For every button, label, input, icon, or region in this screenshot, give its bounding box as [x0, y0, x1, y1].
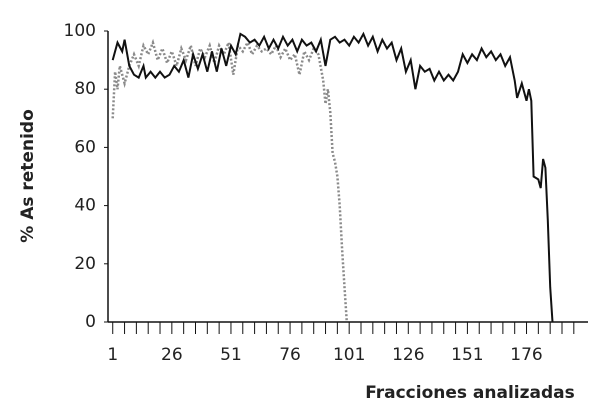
y-tick-label: 20: [74, 254, 96, 274]
x-tick-label: 1: [107, 345, 118, 365]
y-tick-label: 0: [85, 312, 96, 332]
y-tick-label: 80: [74, 79, 96, 99]
x-axis-title: Fracciones analizadas: [365, 383, 575, 403]
y-tick-label: 40: [74, 196, 96, 216]
x-tick-label: 176: [510, 345, 542, 365]
x-tick-label: 101: [333, 345, 365, 365]
y-axis-title: % As retenido: [18, 109, 38, 243]
y-tick-label: 100: [64, 21, 96, 41]
x-tick-label: 51: [220, 345, 242, 365]
x-tick-label: 26: [161, 345, 183, 365]
x-tick-label: 126: [392, 345, 424, 365]
series-line: [111, 37, 349, 323]
series-line: [111, 31, 554, 323]
y-tick-label: 60: [74, 137, 96, 157]
x-tick-label: 76: [279, 345, 301, 365]
x-tick-label: 151: [451, 345, 483, 365]
